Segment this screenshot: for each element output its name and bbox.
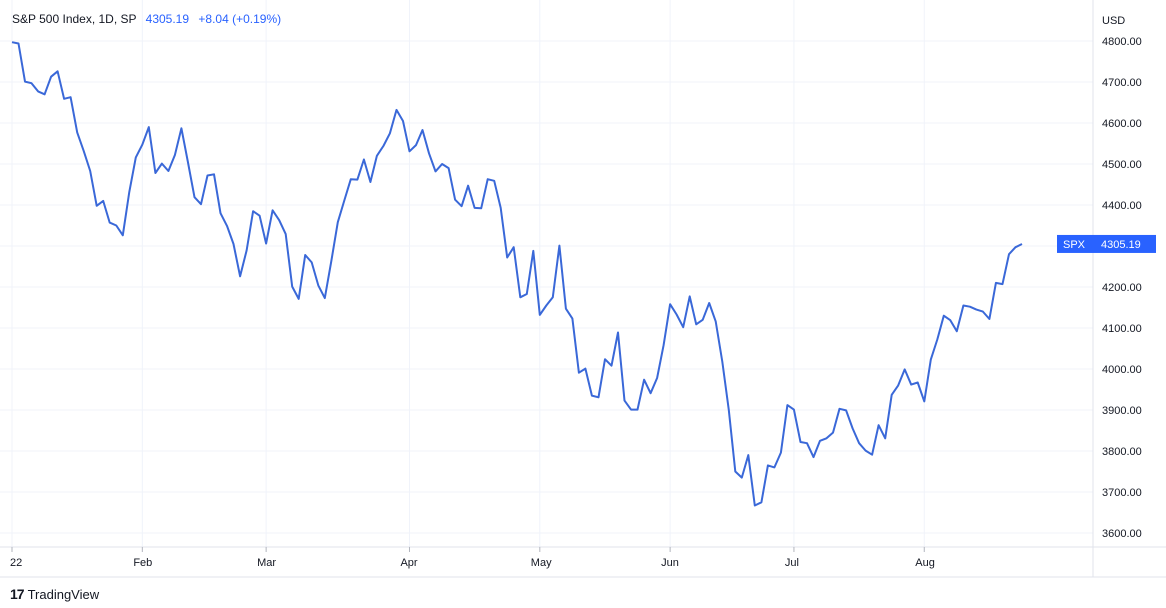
spx-price-line[interactable] [11, 41, 1023, 507]
series-spx[interactable] [11, 41, 1023, 507]
y-tick-label: 4800.00 [1102, 36, 1142, 48]
price-axis-header-bg [1094, 2, 1166, 30]
symbol-badge-label: SPX [1063, 239, 1086, 251]
change-value: +8.04 (+0.19%) [198, 12, 282, 26]
y-tick-label: 4600.00 [1102, 118, 1142, 130]
y-tick-label: 3800.00 [1102, 446, 1142, 458]
last-value: 4305.19 [145, 12, 190, 26]
x-tick-label: Apr [400, 557, 417, 569]
symbol-badge-bg [1057, 234, 1094, 253]
y-tick-label: 3900.00 [1102, 405, 1142, 417]
y-tick-label: 4400.00 [1102, 200, 1142, 212]
x-tick-label: Feb [133, 557, 152, 569]
last-price-badge: SPX 4305.19 [1057, 234, 1156, 253]
x-tick-label: Mar [257, 557, 276, 569]
y-tick-label: 3600.00 [1102, 528, 1142, 540]
x-tick-label: Jun [661, 557, 679, 569]
x-tick-label: 22 [10, 557, 22, 569]
price-badge-label: 4305.19 [1101, 239, 1141, 251]
brand-name: TradingView [27, 586, 100, 602]
tradingview-logo-icon: 17 [10, 586, 25, 602]
chart-legend: S&P 500 Index, 1D, SP 4305.19 +8.04 (+0.… [12, 12, 281, 26]
price-axis[interactable]: 3600.00 3700.00 3800.00 3900.00 4000.00 4100.… [1102, 36, 1142, 540]
y-tick-label: 3700.00 [1102, 487, 1142, 499]
x-tick-label: May [531, 557, 552, 569]
y-tick-label: 4200.00 [1102, 282, 1142, 294]
time-axis[interactable]: 22 Feb Mar Apr May Jun Jul Aug [10, 547, 935, 569]
currency-label: USD [1102, 15, 1125, 27]
grid [0, 0, 1093, 547]
y-tick-label: 4500.00 [1102, 159, 1142, 171]
brand-footer[interactable]: 17 TradingView [10, 586, 99, 602]
y-tick-label: 4100.00 [1102, 323, 1142, 335]
x-tick-label: Jul [785, 557, 799, 569]
x-tick-label: Aug [915, 557, 935, 569]
price-badge-bg [1094, 234, 1156, 253]
y-tick-label: 4700.00 [1102, 77, 1142, 89]
y-tick-label: 4000.00 [1102, 364, 1142, 376]
symbol-label: S&P 500 Index, 1D, SP [12, 12, 137, 26]
